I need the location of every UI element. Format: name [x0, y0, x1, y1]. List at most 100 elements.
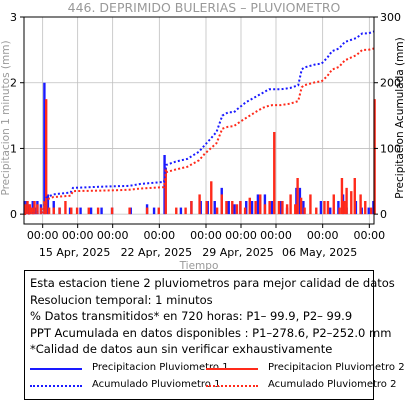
precip-bar	[128, 207, 131, 215]
precip-bar	[340, 178, 344, 215]
x-tick-date-label: 22 Apr, 2025	[121, 246, 193, 259]
precip-bar	[64, 201, 67, 215]
precip-bar	[36, 204, 39, 215]
right-y-tick-label: 100	[380, 142, 401, 155]
precip-bar	[369, 207, 373, 215]
precip-bar	[243, 207, 247, 215]
legend-swatch-p1-bar	[30, 367, 82, 370]
precip-bar	[309, 194, 312, 215]
precip-bar	[39, 207, 43, 215]
x-tick-time-label: 00:00	[190, 229, 222, 242]
legend-label-p1-acc: Acumulado Pluviometro 1	[92, 379, 221, 391]
legend-item-p1-acc: Acumulado Pluviometro 1	[30, 378, 220, 394]
precip-bar	[79, 207, 82, 215]
precip-bar	[268, 201, 271, 215]
legend-swatch-p2-acc	[206, 384, 258, 387]
right-y-axis-label: Precipitacion Acumulada (mm)	[394, 37, 406, 198]
legend-swatch-p2-bar	[206, 367, 258, 370]
precip-bar	[157, 207, 160, 215]
precip-bar	[248, 197, 251, 215]
legend-item-p2-bar: Precipitacion Pluviometro 2	[206, 361, 405, 377]
precip-bar	[184, 207, 187, 215]
precip-bar	[256, 194, 260, 215]
precip-bar	[281, 201, 284, 215]
precip-bar	[329, 207, 332, 215]
precip-bar	[43, 201, 46, 215]
precip-bar	[285, 204, 289, 215]
precip-bar	[319, 201, 323, 215]
info-line-transmitted: % Datos transmitidos* en 720 horas: P1– …	[30, 309, 353, 323]
precip-bar	[190, 201, 193, 215]
precip-bar	[296, 178, 299, 215]
info-box: Esta estacion tiene 2 pluviometros para …	[24, 270, 405, 400]
precip-bar	[332, 194, 335, 215]
precip-bar	[373, 99, 376, 215]
precip-bar	[75, 207, 79, 215]
precip-bar	[315, 207, 318, 215]
precip-bar	[289, 194, 292, 215]
precip-bar	[47, 207, 51, 215]
info-line-quality: *Calidad de datos aun sin verificar exha…	[30, 342, 333, 356]
grid-lines	[24, 16, 374, 224]
precip-bar	[26, 201, 29, 215]
legend-item-p1-bar: Precipitacion Pluviometro 1	[30, 361, 229, 377]
precip-bar	[263, 194, 267, 215]
x-tick-date-label: 29 Apr, 2025	[202, 246, 274, 259]
precip-bar	[152, 207, 156, 215]
precip-bar	[259, 194, 262, 215]
precip-bar	[87, 207, 90, 215]
x-tick-time-label: 00:00	[260, 229, 292, 242]
precip-bar	[239, 201, 242, 215]
legend-item-p2-acc: Acumulado Pluviometro 2	[206, 378, 396, 394]
precip-bar	[175, 207, 178, 215]
precip-bar	[227, 201, 230, 215]
precip-bar	[179, 207, 183, 215]
precip-bar	[353, 178, 356, 215]
precip-bar	[28, 204, 32, 215]
precip-bar	[70, 207, 73, 215]
precip-bar	[205, 201, 208, 215]
precip-bar	[233, 204, 236, 215]
left-y-tick-label: 3	[10, 11, 17, 24]
plot-frame	[23, 16, 375, 225]
x-tick-date-label: 15 Apr, 2025	[39, 246, 111, 259]
precip-bar	[343, 201, 346, 215]
left-y-tick-label: 2	[10, 77, 17, 90]
precip-bar	[44, 99, 48, 215]
pluviometer-chart: 446. DEPRIMIDO BULERIAS – PLUVIOMETRO 0 1…	[0, 0, 406, 270]
left-y-tick-label: 0	[10, 208, 17, 221]
precip-bar	[270, 201, 274, 215]
precip-bar	[100, 207, 103, 215]
right-y-tick-label: 0	[380, 208, 387, 221]
precip-bar	[294, 204, 297, 215]
x-tick-time-label: 00:00	[62, 229, 94, 242]
legend: Precipitacion Pluviometro 1 Precipitacio…	[30, 361, 405, 395]
left-y-axis-label: Precipitacion 1 minutos (mm)	[0, 40, 12, 195]
right-y-tick-label: 300	[380, 11, 401, 24]
precip-bar	[235, 204, 239, 215]
accumulated-line-p2	[23, 47, 375, 216]
legend-label-p2-acc: Acumulado Pluviometro 2	[268, 379, 397, 391]
precip-bar	[345, 187, 348, 215]
accumulated-line-p1	[23, 30, 375, 216]
left-y-axis: 0 1 2 3	[10, 11, 24, 221]
precip-bar	[350, 191, 353, 215]
right-y-tick-label: 200	[380, 77, 401, 90]
x-tick-time-label: 00:00	[353, 229, 385, 242]
precip-bar	[326, 201, 330, 215]
left-y-tick-label: 1	[10, 142, 17, 155]
x-tick-time-label: 00:00	[307, 229, 339, 242]
precip-bar	[33, 201, 36, 215]
precip-bar	[225, 201, 228, 215]
precip-bar	[303, 207, 306, 215]
precip-bar	[338, 207, 341, 215]
x-tick-time-label: 00:00	[27, 229, 59, 242]
precip-bar	[46, 194, 50, 215]
precip-bar	[23, 204, 27, 215]
chart-title: 446. DEPRIMIDO BULERIAS – PLUVIOMETRO	[68, 0, 341, 15]
legend-label-p2-bar: Precipitacion Pluviometro 2	[268, 362, 405, 374]
precip-bar	[277, 201, 281, 215]
precip-bar	[359, 194, 362, 215]
